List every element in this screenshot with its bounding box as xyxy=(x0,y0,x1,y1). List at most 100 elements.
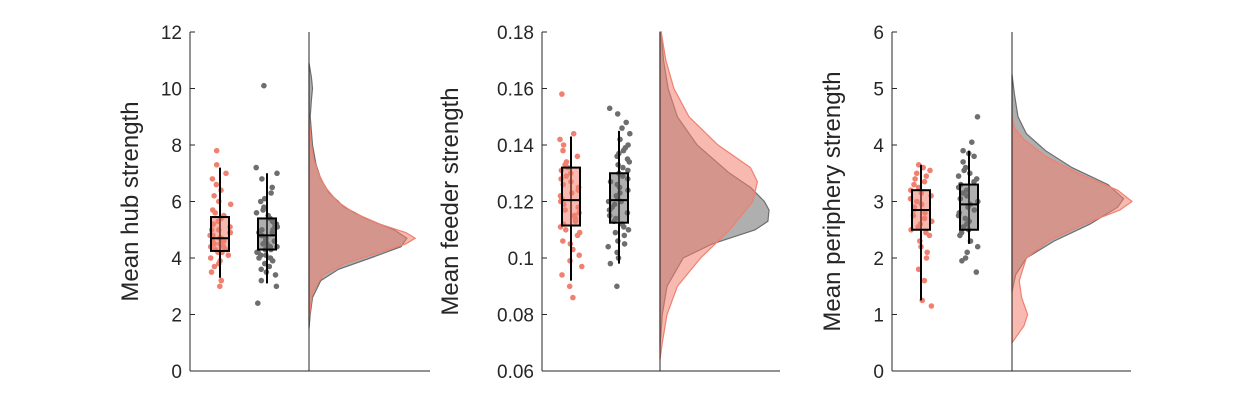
point-group-b xyxy=(605,243,611,250)
point-group-b xyxy=(258,277,265,284)
point-group-a xyxy=(217,283,223,290)
y-tick-label: 4 xyxy=(171,249,182,270)
box-iqr xyxy=(561,166,581,227)
y-tick-label: 0.12 xyxy=(497,193,534,214)
point-group-b xyxy=(253,210,260,216)
y-tick-label: 0.18 xyxy=(497,23,534,44)
point-group-a xyxy=(213,162,220,168)
point-group-a xyxy=(560,142,567,148)
point-group-a xyxy=(576,252,582,258)
point-group-b xyxy=(623,119,629,126)
point-group-b xyxy=(964,249,970,256)
point-group-a xyxy=(923,173,930,179)
point-group-b xyxy=(973,176,980,182)
point-group-a xyxy=(570,130,577,137)
point-group-b xyxy=(254,300,261,307)
point-group-a xyxy=(921,178,928,185)
point-group-b xyxy=(261,82,267,89)
point-group-b xyxy=(259,176,265,182)
point-group-a xyxy=(560,238,566,244)
point-group-b xyxy=(960,159,966,165)
point-group-a xyxy=(213,181,220,188)
panel-feeder-strength: 0.06 0.08 0.1 0.12 0.14 0.16 0.18 Mean feeder s… xyxy=(437,23,780,383)
point-group-b xyxy=(625,142,631,148)
point-group-a xyxy=(563,227,569,233)
density-group-a xyxy=(659,31,759,360)
point-group-b xyxy=(962,164,969,171)
point-group-b xyxy=(969,139,975,145)
box-iqr xyxy=(959,183,979,231)
point-group-a xyxy=(207,255,214,261)
point-group-b xyxy=(621,232,628,239)
point-group-b xyxy=(621,241,628,247)
y-tick-label: 6 xyxy=(873,23,884,44)
point-group-a xyxy=(574,153,581,160)
point-group-a xyxy=(928,303,935,309)
point-group-b xyxy=(274,170,280,177)
point-group-a xyxy=(927,167,933,174)
point-group-a xyxy=(557,136,563,143)
point-group-a xyxy=(223,170,229,177)
y-axis-title: Mean periphery strength xyxy=(819,71,846,331)
point-group-b xyxy=(620,164,626,171)
point-group-a xyxy=(211,263,218,270)
point-group-b xyxy=(261,204,267,210)
point-group-a xyxy=(566,283,573,290)
point-group-a xyxy=(218,277,225,284)
point-group-b xyxy=(614,111,621,117)
point-group-a xyxy=(559,91,565,97)
point-group-a xyxy=(209,207,216,213)
point-group-a xyxy=(923,229,929,236)
point-group-b xyxy=(973,269,980,275)
point-group-b xyxy=(624,156,631,162)
y-tick-label: 5 xyxy=(873,80,884,101)
y-tick-label: 10 xyxy=(161,80,182,101)
point-group-a xyxy=(576,229,583,236)
point-group-a xyxy=(208,269,215,275)
point-group-b xyxy=(267,255,274,261)
panel-hub-strength: 0 2 4 6 8 10 12 Mean hub strength xyxy=(117,23,430,383)
density-group-a xyxy=(308,119,417,321)
box-iqr xyxy=(609,172,629,224)
point-group-a xyxy=(923,255,930,261)
point-group-b xyxy=(625,227,632,233)
y-tick-label: 0.08 xyxy=(497,306,534,327)
point-group-b xyxy=(254,249,260,256)
y-tick-label: 0 xyxy=(873,362,884,383)
point-group-b xyxy=(612,229,619,236)
point-group-b xyxy=(607,260,614,267)
y-axis-title: Mean hub strength xyxy=(117,101,144,301)
point-group-b xyxy=(258,266,265,273)
point-group-b xyxy=(257,198,264,205)
point-group-b xyxy=(960,147,966,154)
y-tick-label: 12 xyxy=(161,23,182,44)
point-group-a xyxy=(911,181,917,188)
point-group-a xyxy=(570,294,576,301)
density-group-a xyxy=(1011,116,1134,345)
y-tick-label: 2 xyxy=(873,249,884,270)
point-group-a xyxy=(560,147,566,154)
y-tick-label: 0.1 xyxy=(508,249,534,270)
point-group-b xyxy=(625,167,631,174)
point-group-b xyxy=(268,190,274,196)
box-iqr xyxy=(210,216,230,252)
box-iqr xyxy=(257,217,277,251)
point-group-a xyxy=(227,201,234,208)
point-group-b xyxy=(614,283,620,290)
y-tick-label: 2 xyxy=(171,306,182,327)
y-tick-label: 0 xyxy=(171,362,182,383)
y-tick-label: 0.06 xyxy=(497,362,534,383)
point-group-a xyxy=(579,263,585,270)
y-tick-label: 1 xyxy=(873,306,884,327)
point-group-a xyxy=(912,176,918,182)
point-group-a xyxy=(211,193,217,199)
point-group-a xyxy=(913,170,920,177)
point-group-b xyxy=(971,153,977,160)
point-group-b xyxy=(619,125,625,131)
point-group-b xyxy=(273,283,280,290)
point-group-a xyxy=(225,252,232,258)
point-group-a xyxy=(921,277,928,284)
y-axis-title: Mean feeder strength xyxy=(437,87,464,315)
point-group-b xyxy=(955,173,962,179)
